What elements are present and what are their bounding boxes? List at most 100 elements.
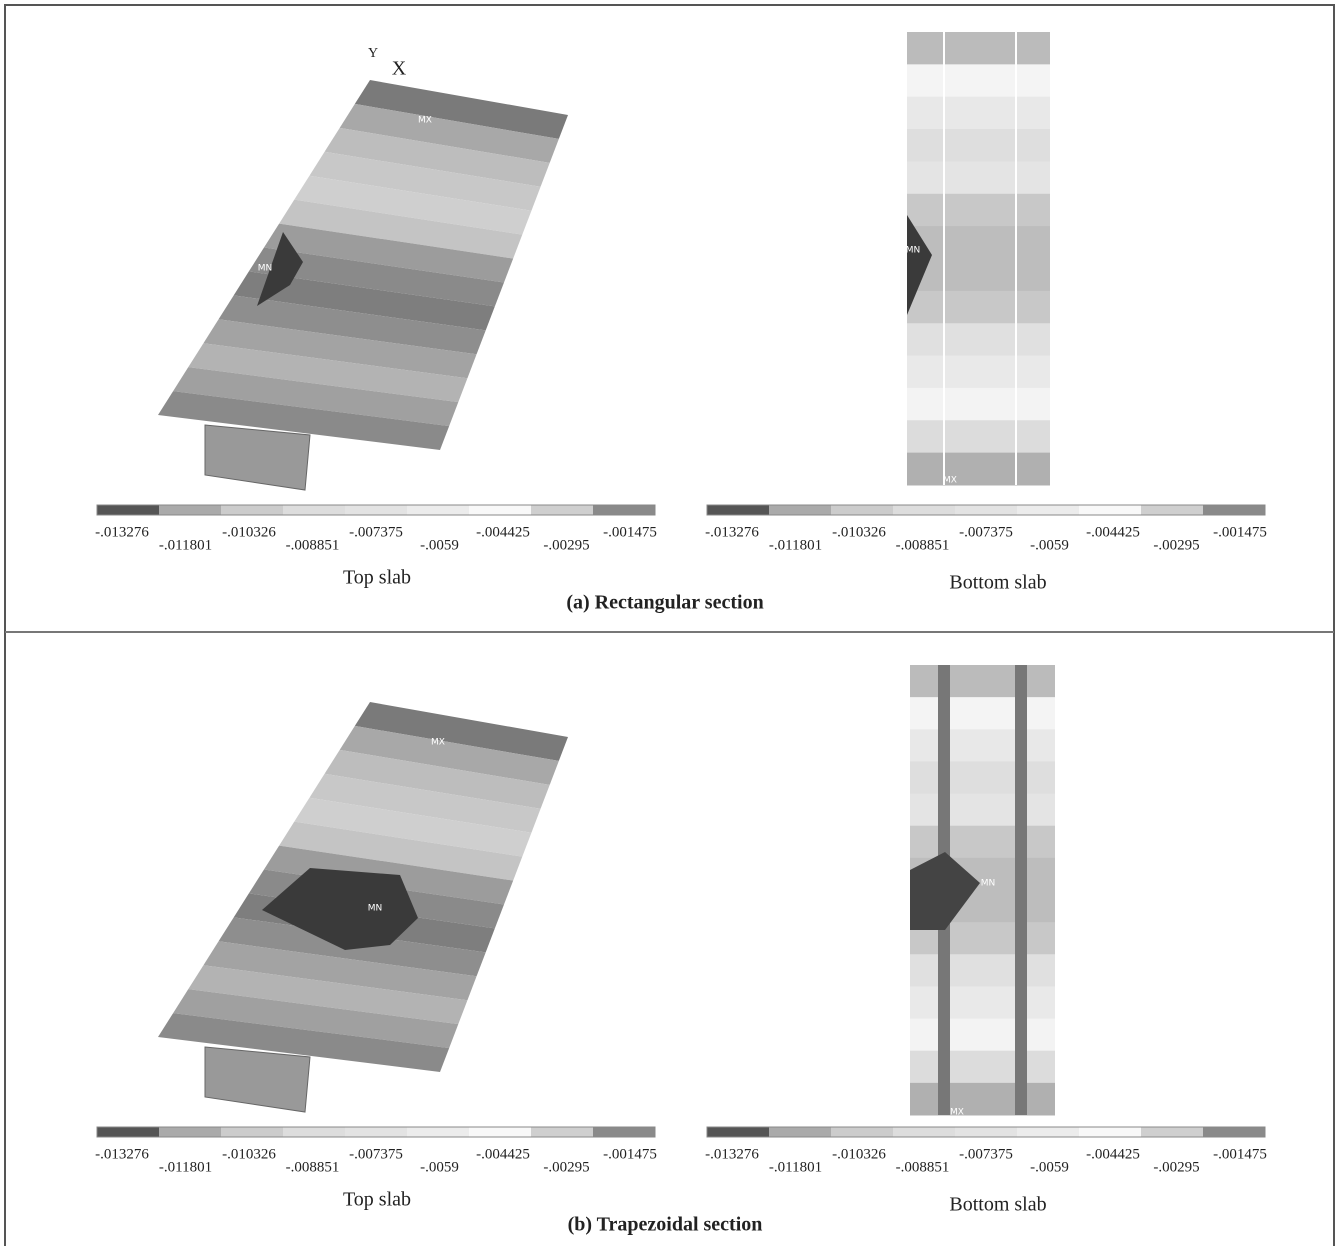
legend-label: -.010326 bbox=[222, 1146, 276, 1162]
legend-label: -.013276 bbox=[95, 1146, 149, 1162]
legend-label: -.001475 bbox=[1213, 524, 1267, 540]
contour-band bbox=[907, 194, 1050, 227]
legend-swatch bbox=[831, 1127, 894, 1137]
legend-swatch bbox=[955, 505, 1018, 515]
legend-swatch bbox=[769, 505, 832, 515]
contour-band bbox=[907, 453, 1050, 486]
contour-band bbox=[907, 64, 1050, 97]
legend-swatch bbox=[97, 505, 160, 515]
legend-swatch bbox=[1203, 505, 1266, 515]
contour-band bbox=[910, 761, 1055, 794]
contour-band bbox=[907, 356, 1050, 389]
legend-swatch bbox=[283, 505, 346, 515]
marker-label: MX bbox=[418, 116, 432, 126]
legend-swatch bbox=[1079, 505, 1142, 515]
legend-label: -.007375 bbox=[349, 524, 403, 540]
contour-band bbox=[907, 291, 1050, 324]
legend-swatch bbox=[593, 1127, 656, 1137]
legend-swatch bbox=[769, 1127, 832, 1137]
contour-band bbox=[907, 32, 1050, 65]
panel-caption: (b) Trapezoidal section bbox=[568, 1214, 763, 1236]
contour-band bbox=[907, 161, 1050, 194]
legend-label: -.011801 bbox=[769, 1159, 822, 1175]
legend-label: -.0059 bbox=[420, 1159, 459, 1175]
legend-label: -.007375 bbox=[349, 1146, 403, 1162]
plot-title: Bottom slab bbox=[949, 572, 1046, 594]
legend-label: -.00295 bbox=[543, 537, 589, 553]
legend-label: -.011801 bbox=[159, 1159, 212, 1175]
legend-label: -.008851 bbox=[896, 537, 950, 553]
legend-label: -.004425 bbox=[476, 1146, 530, 1162]
axis-label: X bbox=[392, 58, 407, 80]
legend-swatch bbox=[1079, 1127, 1142, 1137]
legend-label: -.00295 bbox=[1153, 1159, 1199, 1175]
legend-label: -.011801 bbox=[769, 537, 822, 553]
legend-label: -.013276 bbox=[705, 1146, 759, 1162]
legend-label: -.004425 bbox=[1086, 524, 1140, 540]
contour-band bbox=[907, 129, 1050, 162]
panel-caption: (a) Rectangular section bbox=[566, 592, 763, 614]
legend-swatch bbox=[893, 1127, 956, 1137]
contour-band bbox=[910, 1019, 1055, 1052]
web-strip bbox=[1015, 665, 1027, 1115]
legend-swatch bbox=[531, 505, 594, 515]
marker-label: MX bbox=[950, 1108, 964, 1118]
legend-label: -.010326 bbox=[832, 524, 886, 540]
legend-swatch bbox=[955, 1127, 1018, 1137]
legend-swatch bbox=[531, 1127, 594, 1137]
legend-label: -.007375 bbox=[959, 1146, 1013, 1162]
marker-label: MX bbox=[943, 476, 957, 486]
legend-label: -.010326 bbox=[222, 524, 276, 540]
legend-label: -.013276 bbox=[705, 524, 759, 540]
plot-title: Bottom slab bbox=[949, 1194, 1046, 1216]
legend-label: -.004425 bbox=[476, 524, 530, 540]
legend-swatch bbox=[893, 505, 956, 515]
legend-swatch bbox=[97, 1127, 160, 1137]
legend-label: -.013276 bbox=[95, 524, 149, 540]
legend-label: -.008851 bbox=[286, 1159, 340, 1175]
contour-band bbox=[910, 794, 1055, 827]
legend-label: -.0059 bbox=[420, 537, 459, 553]
legend-swatch bbox=[469, 1127, 532, 1137]
legend-swatch bbox=[1203, 1127, 1266, 1137]
marker-label: MN bbox=[368, 904, 383, 914]
legend-swatch bbox=[221, 505, 284, 515]
legend-label: -.0059 bbox=[1030, 1159, 1069, 1175]
contour-band bbox=[907, 388, 1050, 421]
marker-label: MX bbox=[431, 738, 445, 748]
contour-band bbox=[910, 1083, 1055, 1116]
legend-swatch bbox=[831, 505, 894, 515]
legend-label: -.011801 bbox=[159, 537, 212, 553]
web bbox=[205, 1047, 310, 1112]
legend-swatch bbox=[407, 505, 470, 515]
marker-label: MN bbox=[981, 879, 996, 889]
legend-swatch bbox=[1017, 1127, 1080, 1137]
legend-label: -.001475 bbox=[603, 1146, 657, 1162]
legend-label: -.008851 bbox=[286, 537, 340, 553]
contour-band bbox=[907, 420, 1050, 453]
contour-band bbox=[907, 323, 1050, 356]
legend-label: -.00295 bbox=[1153, 537, 1199, 553]
legend-swatch bbox=[469, 505, 532, 515]
marker-label: MN bbox=[258, 264, 273, 274]
legend-swatch bbox=[407, 1127, 470, 1137]
legend-swatch bbox=[221, 1127, 284, 1137]
contour-band bbox=[910, 665, 1055, 698]
legend-label: -.010326 bbox=[832, 1146, 886, 1162]
marker-label: MN bbox=[906, 246, 921, 256]
contour-band bbox=[907, 97, 1050, 130]
legend-label: -.004425 bbox=[1086, 1146, 1140, 1162]
plot-title: Top slab bbox=[343, 567, 411, 589]
legend-swatch bbox=[1141, 505, 1204, 515]
frame bbox=[5, 5, 1334, 1246]
contour-band bbox=[910, 729, 1055, 762]
legend-swatch bbox=[283, 1127, 346, 1137]
legend-swatch bbox=[707, 1127, 770, 1137]
legend-label: -.008851 bbox=[896, 1159, 950, 1175]
legend-label: -.0059 bbox=[1030, 537, 1069, 553]
legend-label: -.00295 bbox=[543, 1159, 589, 1175]
legend-label: -.001475 bbox=[1213, 1146, 1267, 1162]
axis-label: Y bbox=[368, 46, 378, 61]
contour-band bbox=[910, 986, 1055, 1019]
legend-swatch bbox=[1141, 1127, 1204, 1137]
